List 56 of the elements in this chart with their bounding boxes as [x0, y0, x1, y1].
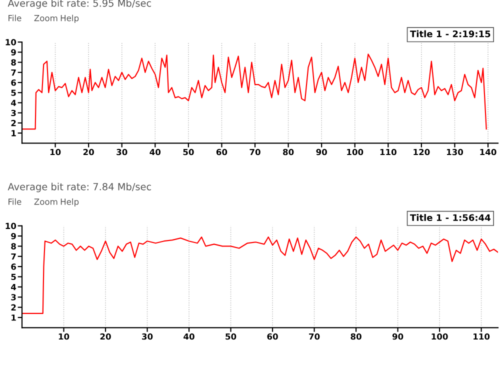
x-tick-label: 70	[309, 333, 320, 340]
x-tick-label: 80	[283, 148, 294, 156]
text: Title 1 - 2:19:15	[410, 30, 490, 38]
x-tick-label: 70	[250, 148, 260, 156]
y-tick-label: 7	[11, 253, 16, 260]
y-tick-label: 10	[6, 222, 16, 230]
x-tick-label: 10	[58, 333, 70, 340]
x-tick-label: 50	[183, 148, 194, 156]
x-tick-label: 140	[480, 148, 496, 156]
x-tick-label: 40	[150, 148, 161, 156]
y-tick-label: 2	[11, 120, 16, 126]
x-tick-label: 30	[116, 148, 128, 156]
text: Help	[60, 198, 79, 206]
x-tick-label: 20	[100, 333, 111, 340]
x-tick-label: 10	[50, 148, 61, 156]
text: Zoom	[34, 198, 58, 205]
y-tick-label: 9	[11, 233, 16, 240]
x-tick-label: 80	[350, 333, 362, 340]
x-tick-label: 100	[347, 148, 364, 156]
y-tick-label: 9	[11, 49, 16, 56]
text: Help	[60, 14, 79, 23]
x-tick-label: 110	[474, 333, 490, 340]
x-tick-label: 90	[392, 333, 404, 340]
x-tick-label: 20	[83, 148, 94, 156]
y-tick-label: 6	[11, 264, 16, 270]
y-tick-label: 6	[11, 79, 16, 86]
x-tick-label: 60	[267, 333, 278, 340]
x-tick-label: 130	[446, 148, 464, 156]
x-tick-label: 60	[216, 148, 228, 156]
text: Title 1 - 1:56:44	[410, 214, 490, 222]
y-tick-label: 8	[11, 59, 16, 66]
x-tick-label: 40	[184, 333, 194, 340]
y-tick-label: 3	[11, 110, 16, 116]
y-tick-label: 5	[11, 274, 16, 280]
y-tick-label: 7	[11, 69, 16, 76]
y-tick-label: 1	[12, 130, 16, 136]
text: Zoom	[34, 15, 58, 22]
x-tick-label: 50	[226, 333, 236, 340]
y-tick-label: 8	[11, 243, 16, 250]
x-tick-label: 110	[380, 148, 396, 156]
line-series	[22, 236, 498, 314]
y-tick-label: 3	[11, 294, 16, 300]
y-tick-label: 2	[11, 304, 16, 310]
x-tick-label: 120	[414, 148, 430, 156]
x-tick-label: 90	[316, 148, 327, 156]
x-tick-label: 30	[142, 333, 153, 340]
y-tick-label: 10	[6, 39, 16, 46]
y-tick-label: 4	[11, 284, 16, 290]
chart-title: Average bit rate: 7.84 Mb/sec	[8, 182, 151, 192]
line-series	[22, 54, 487, 130]
y-tick-label: 4	[11, 100, 16, 106]
text: File	[8, 14, 22, 22]
y-tick-label: 5	[11, 90, 16, 96]
y-tick-label: 1	[12, 314, 16, 321]
text: File	[8, 198, 22, 205]
x-tick-label: 100	[432, 333, 448, 340]
